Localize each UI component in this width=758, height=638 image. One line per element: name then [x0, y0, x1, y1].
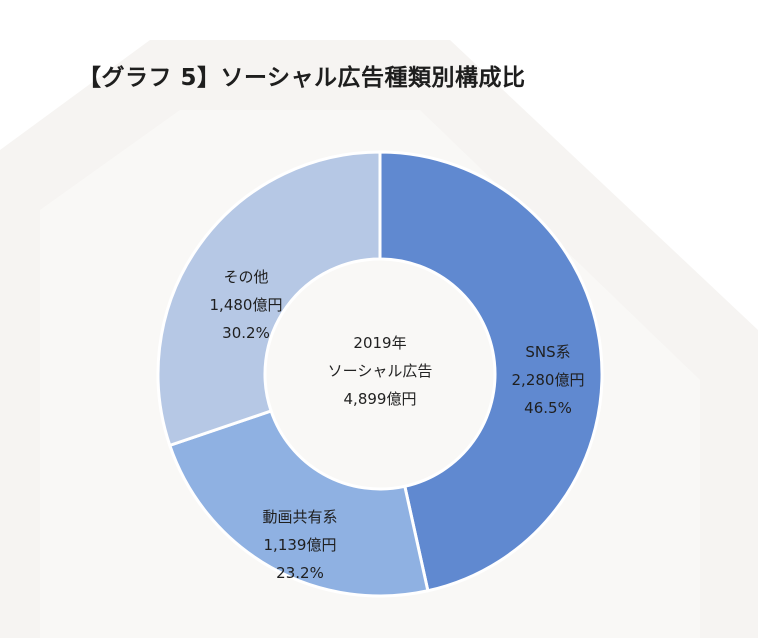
- slice-1: [378, 150, 604, 593]
- slice-name-label: SNS系: [525, 343, 570, 361]
- donut-slices: [156, 150, 604, 598]
- slice-name-label: 動画共有系: [262, 508, 337, 526]
- center-label-line: 4,899億円: [344, 390, 417, 408]
- slice-value-label: 1,139億円: [264, 536, 337, 554]
- slice-name-label: その他: [223, 268, 268, 286]
- slice-3: [156, 150, 382, 448]
- slice-value-label: 2,280億円: [512, 371, 585, 389]
- slice-percent-label: 23.2%: [276, 564, 324, 582]
- slice-value-label: 1,480億円: [210, 296, 283, 314]
- slice-labels: SNS系 2,280億円 46.5% 動画共有系 1,139億円 23.2% その他 1,48…: [210, 268, 585, 582]
- center-label-line: ソーシャル広告: [328, 362, 433, 380]
- center-label-line: 2019年: [353, 334, 406, 352]
- chart-title: 【グラフ 5】ソーシャル広告種類別構成比: [78, 65, 526, 91]
- slice-percent-label: 30.2%: [222, 324, 270, 342]
- slice-percent-label: 46.5%: [524, 399, 572, 417]
- slice-2: [167, 409, 430, 598]
